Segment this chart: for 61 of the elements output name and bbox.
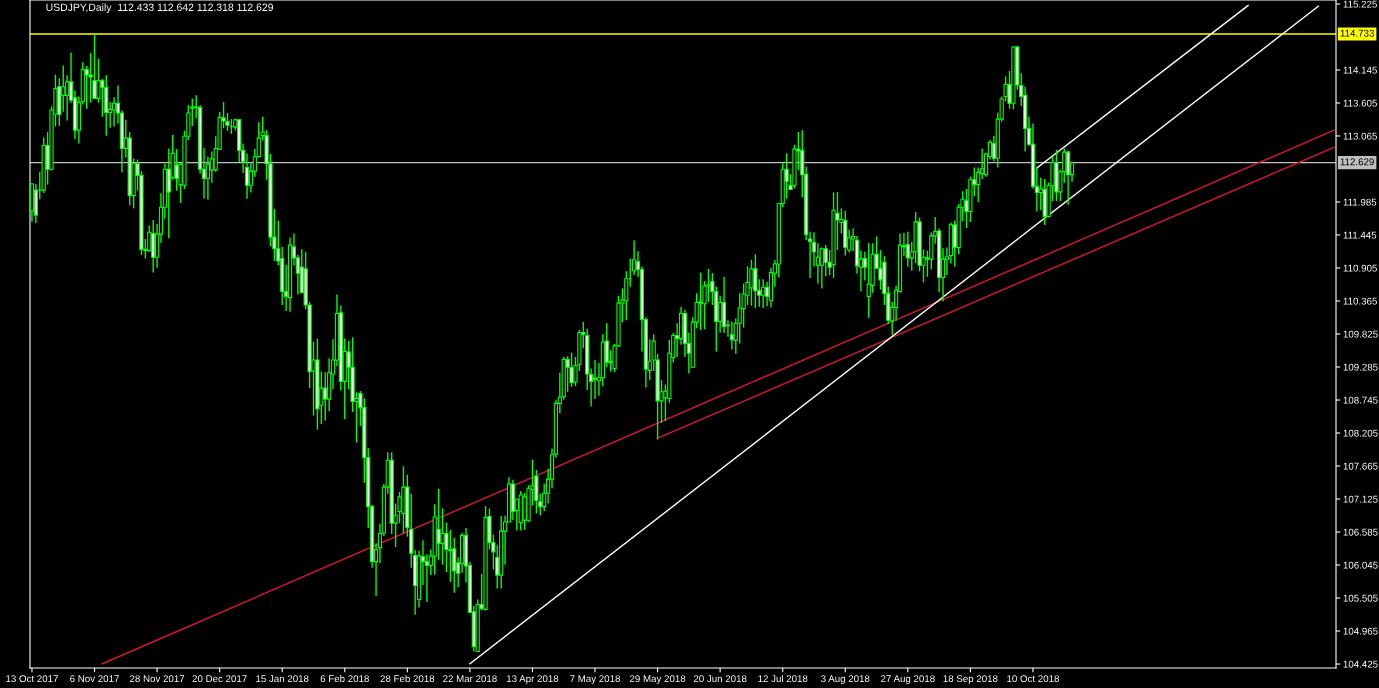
x-tick-label: 13 Apr 2018 (506, 675, 559, 685)
y-tick-label: 115.225 (1343, 0, 1377, 8)
y-tick-label: 113.065 (1343, 132, 1377, 140)
candlestick (761, 278, 766, 309)
y-tick-label: 111.985 (1343, 198, 1377, 206)
x-tick-label: 7 May 2018 (570, 675, 620, 685)
x-tick-label: 20 Dec 2017 (192, 675, 247, 683)
candlestick (819, 246, 824, 290)
y-tick-label: 114.145 (1343, 66, 1377, 74)
x-tick-label: 28 Feb 2018 (380, 674, 435, 683)
x-tick-label: 13 Oct 2017 (6, 675, 58, 683)
candlestick (784, 152, 789, 200)
candlestick (721, 276, 727, 334)
x-tick-label: 15 Jan 2018 (256, 675, 309, 683)
y-tick-label: 106.045 (1343, 561, 1378, 569)
candlestick (323, 371, 328, 422)
candlestick (749, 259, 754, 307)
y-tick-label: 104.425 (1343, 660, 1378, 668)
candlestick (718, 295, 723, 334)
candlestick (440, 507, 445, 566)
ref-line-label: 112.629 (1340, 158, 1374, 166)
ref-line-label: 114.733 (1340, 29, 1374, 37)
candlestick (61, 64, 66, 113)
candlestick (92, 33, 97, 100)
candlestick (878, 249, 883, 291)
y-tick-label: 106.585 (1343, 528, 1378, 536)
x-tick-label: 29 May 2018 (629, 675, 686, 685)
y-tick-label: 113.605 (1343, 99, 1377, 107)
chart-title: USDJPY,Daily 112.433 112.642 112.318 112.629 (46, 3, 273, 14)
candlestick (565, 355, 570, 393)
y-tick-label: 107.665 (1343, 462, 1378, 470)
candlestick (866, 242, 871, 319)
x-tick-label: 22 Mar 2018 (443, 675, 497, 683)
candlestick (436, 488, 441, 561)
x-tick-label: 20 Jun 2018 (693, 675, 747, 683)
candlestick (569, 351, 574, 388)
y-tick-label: 108.745 (1343, 396, 1378, 404)
x-tick-label: 28 Nov 2017 (130, 675, 185, 683)
x-tick-label: 6 Feb 2018 (320, 674, 369, 683)
y-tick-label: 109.825 (1343, 330, 1378, 338)
candlestick (729, 320, 734, 351)
y-tick-label: 110.365 (1343, 297, 1377, 305)
candlestick (111, 96, 117, 128)
x-tick-label: 3 Aug 2018 (821, 675, 870, 685)
candlestick (753, 253, 758, 309)
candlestick (151, 219, 156, 274)
x-tick-label: 27 Aug 2018 (881, 675, 935, 685)
x-tick-label: 12 Jul 2018 (758, 674, 808, 683)
y-tick-label: 107.125 (1343, 495, 1378, 503)
candlestick (698, 271, 703, 331)
y-tick-label: 111.445 (1343, 231, 1377, 239)
x-tick-label: 10 Oct 2018 (1007, 675, 1060, 683)
y-tick-label: 108.205 (1343, 429, 1378, 437)
candlestick (905, 230, 910, 268)
y-tick-label: 105.505 (1343, 594, 1378, 602)
y-tick-label: 104.965 (1343, 627, 1378, 635)
x-tick-label: 18 Sep 2018 (943, 675, 998, 685)
y-tick-label: 109.285 (1343, 363, 1378, 371)
x-tick-label: 6 Nov 2017 (70, 675, 119, 683)
y-tick-label: 110.905 (1343, 264, 1377, 272)
candlestick (823, 244, 828, 277)
